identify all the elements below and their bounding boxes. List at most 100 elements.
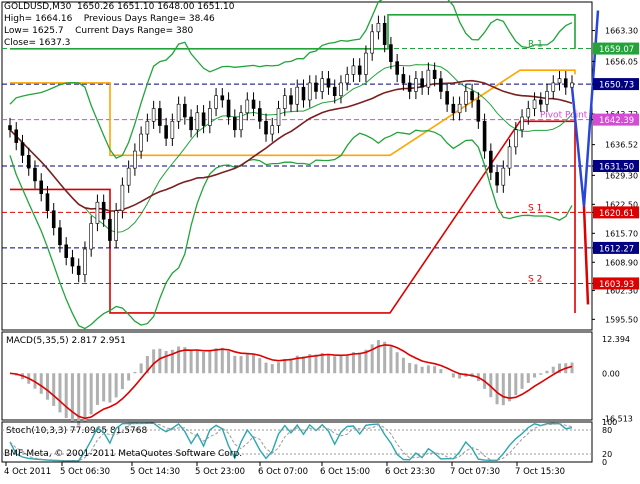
stochastic-pane[interactable]: Stoch(10,3,3) 77.0965 81.5768 [1,421,593,463]
price-level-tag-5 [593,241,639,254]
candle-body [139,133,143,152]
macd-title: MACD(5,35,5) 2.817 2.951 [6,336,126,346]
candle-body [89,223,93,250]
price-level-tag-3 [593,160,639,172]
candle-body [195,112,200,131]
candle-body [495,172,499,186]
candle-body [101,201,106,220]
stochastic-tick-label-3: 0 [602,458,607,467]
price-level-tag-label-0: 1659.07 [599,45,634,55]
copyright-label: BMF-Meta, © 2001-2011 MetaQuotes Softwar… [4,449,243,459]
candle-body [501,167,506,186]
candle-body [264,120,268,135]
candle-body [208,108,212,126]
candle-body [320,78,325,92]
price-tick-label-7: 1629.30 [605,171,638,180]
candle-body [445,91,449,105]
candle-body [532,99,537,109]
macd-tick-label-1: 0.00 [602,369,620,378]
candle-body [489,150,493,173]
candle-body [64,244,68,258]
macd-pane[interactable]: MACD(5,35,5) 2.817 2.951 [1,331,593,426]
candle-body [557,78,562,84]
candle-body [507,146,512,169]
price-tick-label-12: 1608.90 [605,258,638,267]
close-label: Close= 1637.3 [4,38,71,48]
stochastic-title: Stoch(10,3,3) 77.0965 81.5768 [6,426,147,436]
candle-body [563,78,568,88]
time-tick-label-1: 5 Oct 06:30 [60,467,110,477]
header-low-line: Low= 1625.7 Current Days Range= 380 [4,26,193,37]
bollinger-upper-line [9,0,573,160]
current-days-range-label: Current Days Range= 380 [75,26,194,36]
candle-body [120,184,125,212]
candle-body [51,210,56,229]
candle-body [158,108,162,126]
price-tick-label-1: 1656.05 [605,57,638,66]
candle-body [214,95,218,109]
header-close-line: Close= 1637.3 [4,38,70,49]
price-level-tag-label-2: 1642.39 [599,116,634,126]
candle-body [282,95,287,109]
candle-body [20,142,25,156]
candle-body [270,125,275,135]
candle-body [457,103,462,114]
pivot-step-line-0 [10,69,576,157]
price-tick-label-5: 1636.52 [605,141,638,150]
price-level-tag-0 [593,42,639,55]
price-tick-label-8: 1622.50 [605,200,638,209]
candle-body [482,120,487,152]
candle-body [307,82,312,101]
candle-body [39,180,44,194]
price-level-tag-label-1: 1650.73 [599,81,634,91]
time-tick-label-0: 4 Oct 2011 [4,467,51,477]
candle-body [133,150,137,169]
candle-body [114,210,118,241]
price-level-tag-label-5: 1612.27 [599,244,634,254]
candle-body [95,201,100,224]
candle-body [239,112,243,131]
candle-body [476,99,481,122]
time-tick-label-2: 5 Oct 14:30 [130,467,180,477]
stochastic-pane-frame [1,421,593,463]
candle-body [33,167,37,182]
candle-body [432,69,437,79]
candle-body [145,120,150,135]
pivot-step-line-2 [10,120,576,314]
axes: 1663.301656.051650.731643.721642.391636.… [4,27,639,477]
candle-body [439,78,443,92]
candle-body [407,82,412,92]
macd-tick-label-0: 12.394 [602,335,630,344]
price-tick-label-0: 1663.30 [605,27,638,36]
time-tick-label-5: 6 Oct 15:00 [320,467,370,477]
candle-body [170,120,175,139]
previous-days-range-label: Previous Days Range= 38.46 [83,14,215,24]
candle-body [14,129,19,143]
candle-body [45,193,50,212]
candle-body [357,65,362,75]
candle-body [176,103,181,122]
candle-body [201,112,206,126]
candle-body [83,248,87,275]
candle-body [276,108,281,126]
candle-body [233,116,237,131]
macd-tick-label-2: -16.513 [602,415,633,424]
candle-body [164,125,168,139]
candle-body [395,61,399,75]
macd-signal-line [9,344,573,420]
candle-body [389,44,393,62]
macd-pane-frame [1,331,593,421]
level-name-4: S 1 [528,203,542,213]
candle-body [376,22,381,33]
candle-body [551,82,556,92]
header-symbol-line: GOLDUSD,M30 1650.26 1651.10 1648.00 1651… [4,2,235,13]
candle-body [464,91,468,105]
candle-body [414,78,418,92]
candle-body [351,65,356,75]
candle-body [295,86,300,105]
candle-body [126,167,131,186]
candle-body [8,125,12,131]
